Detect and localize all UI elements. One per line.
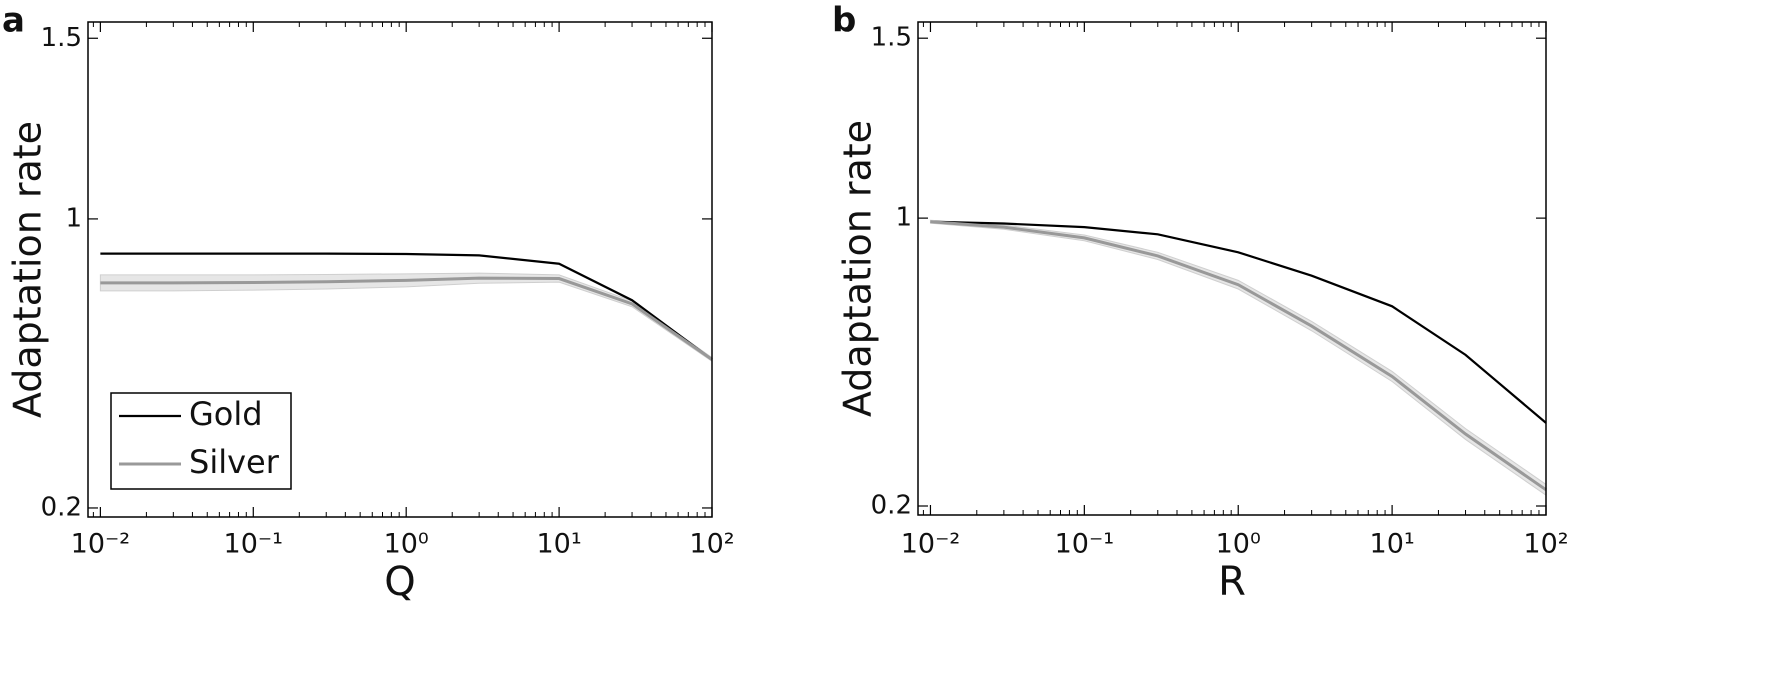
legend-label: Gold [189, 395, 263, 433]
x-tick-label: 10¹ [1370, 529, 1415, 560]
plot-frame [87, 21, 713, 518]
y-axis-label: Adaptation rate [6, 121, 50, 418]
y-tick-label: 1.5 [41, 23, 82, 53]
x-tick-label: 10² [1523, 529, 1568, 560]
plot-frame [917, 21, 1547, 516]
legend-label: Silver [189, 443, 280, 481]
y-tick-label: 1.5 [871, 23, 912, 53]
x-tick-label: 10⁻¹ [1055, 529, 1114, 560]
panel-label: b [832, 1, 856, 41]
line [930, 220, 1547, 424]
x-tick-label: 10⁻² [71, 529, 130, 560]
legend-box [110, 392, 292, 490]
x-axis-label: Q [384, 559, 415, 605]
x-tick-label: 10⁻¹ [224, 529, 283, 560]
confidence-band [99, 272, 713, 363]
panel: b Adaptation rate R 10⁻² 10⁻¹ 10⁰ 10¹ 10² 0.2 1 1.… [832, 1, 1569, 606]
y-tick-label: 1 [895, 203, 912, 233]
x-tick-label: 10⁻² [901, 529, 960, 560]
x-axis-label: R [1218, 559, 1246, 605]
x-tick-label: 10⁰ [1216, 529, 1261, 560]
x-tick-label: 10¹ [536, 529, 581, 560]
x-tick-label: 10⁰ [384, 529, 429, 560]
line [100, 252, 713, 361]
line [100, 276, 713, 361]
y-tick-label: 0.2 [41, 492, 82, 522]
panel: a Adaptation rate Q 10⁻² 10⁻¹ 10⁰ 10¹ 10² 0.2 1 1.… [2, 1, 735, 606]
y-axis-label: Adaptation rate [836, 120, 880, 417]
y-tick-label: 1 [65, 203, 82, 233]
y-tick-label: 0.2 [871, 491, 912, 521]
confidence-band [929, 219, 1547, 497]
panel-label: a [2, 1, 25, 41]
x-tick-label: 10² [689, 529, 734, 560]
line [930, 220, 1547, 492]
